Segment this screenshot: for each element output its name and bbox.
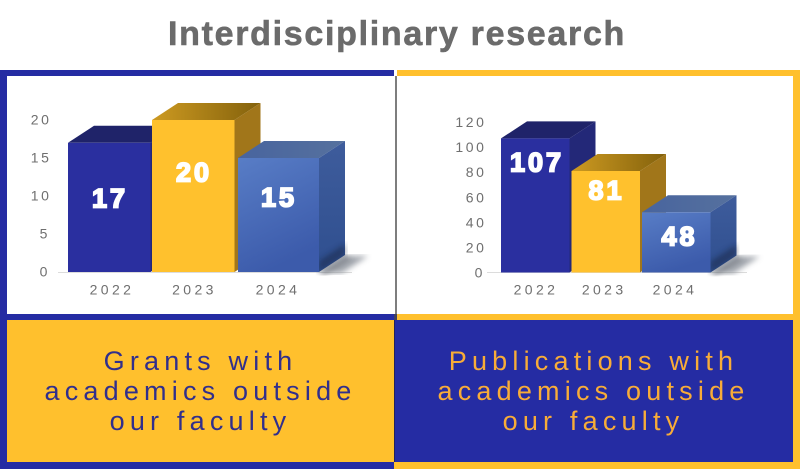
svg-text:5: 5 (40, 226, 50, 242)
svg-text:17: 17 (92, 184, 128, 214)
svg-text:2023: 2023 (172, 282, 217, 298)
svg-text:120: 120 (455, 114, 486, 130)
svg-text:2022: 2022 (90, 282, 135, 298)
svg-text:0: 0 (475, 265, 485, 281)
svg-text:0: 0 (40, 264, 50, 280)
svg-text:80: 80 (466, 164, 487, 180)
svg-text:48: 48 (661, 222, 697, 252)
svg-text:40: 40 (466, 214, 487, 230)
svg-text:20: 20 (31, 112, 52, 128)
svg-text:2024: 2024 (653, 282, 698, 298)
svg-text:100: 100 (455, 139, 486, 155)
svg-text:2023: 2023 (582, 282, 627, 298)
svg-text:20: 20 (466, 239, 487, 255)
svg-text:107: 107 (510, 148, 564, 178)
svg-text:81: 81 (588, 176, 624, 206)
svg-text:20: 20 (176, 158, 212, 188)
svg-text:15: 15 (261, 183, 297, 213)
svg-text:2022: 2022 (514, 282, 559, 298)
svg-text:2024: 2024 (256, 282, 301, 298)
svg-text:60: 60 (466, 189, 487, 205)
svg-text:10: 10 (31, 188, 52, 204)
svg-text:15: 15 (31, 150, 52, 166)
